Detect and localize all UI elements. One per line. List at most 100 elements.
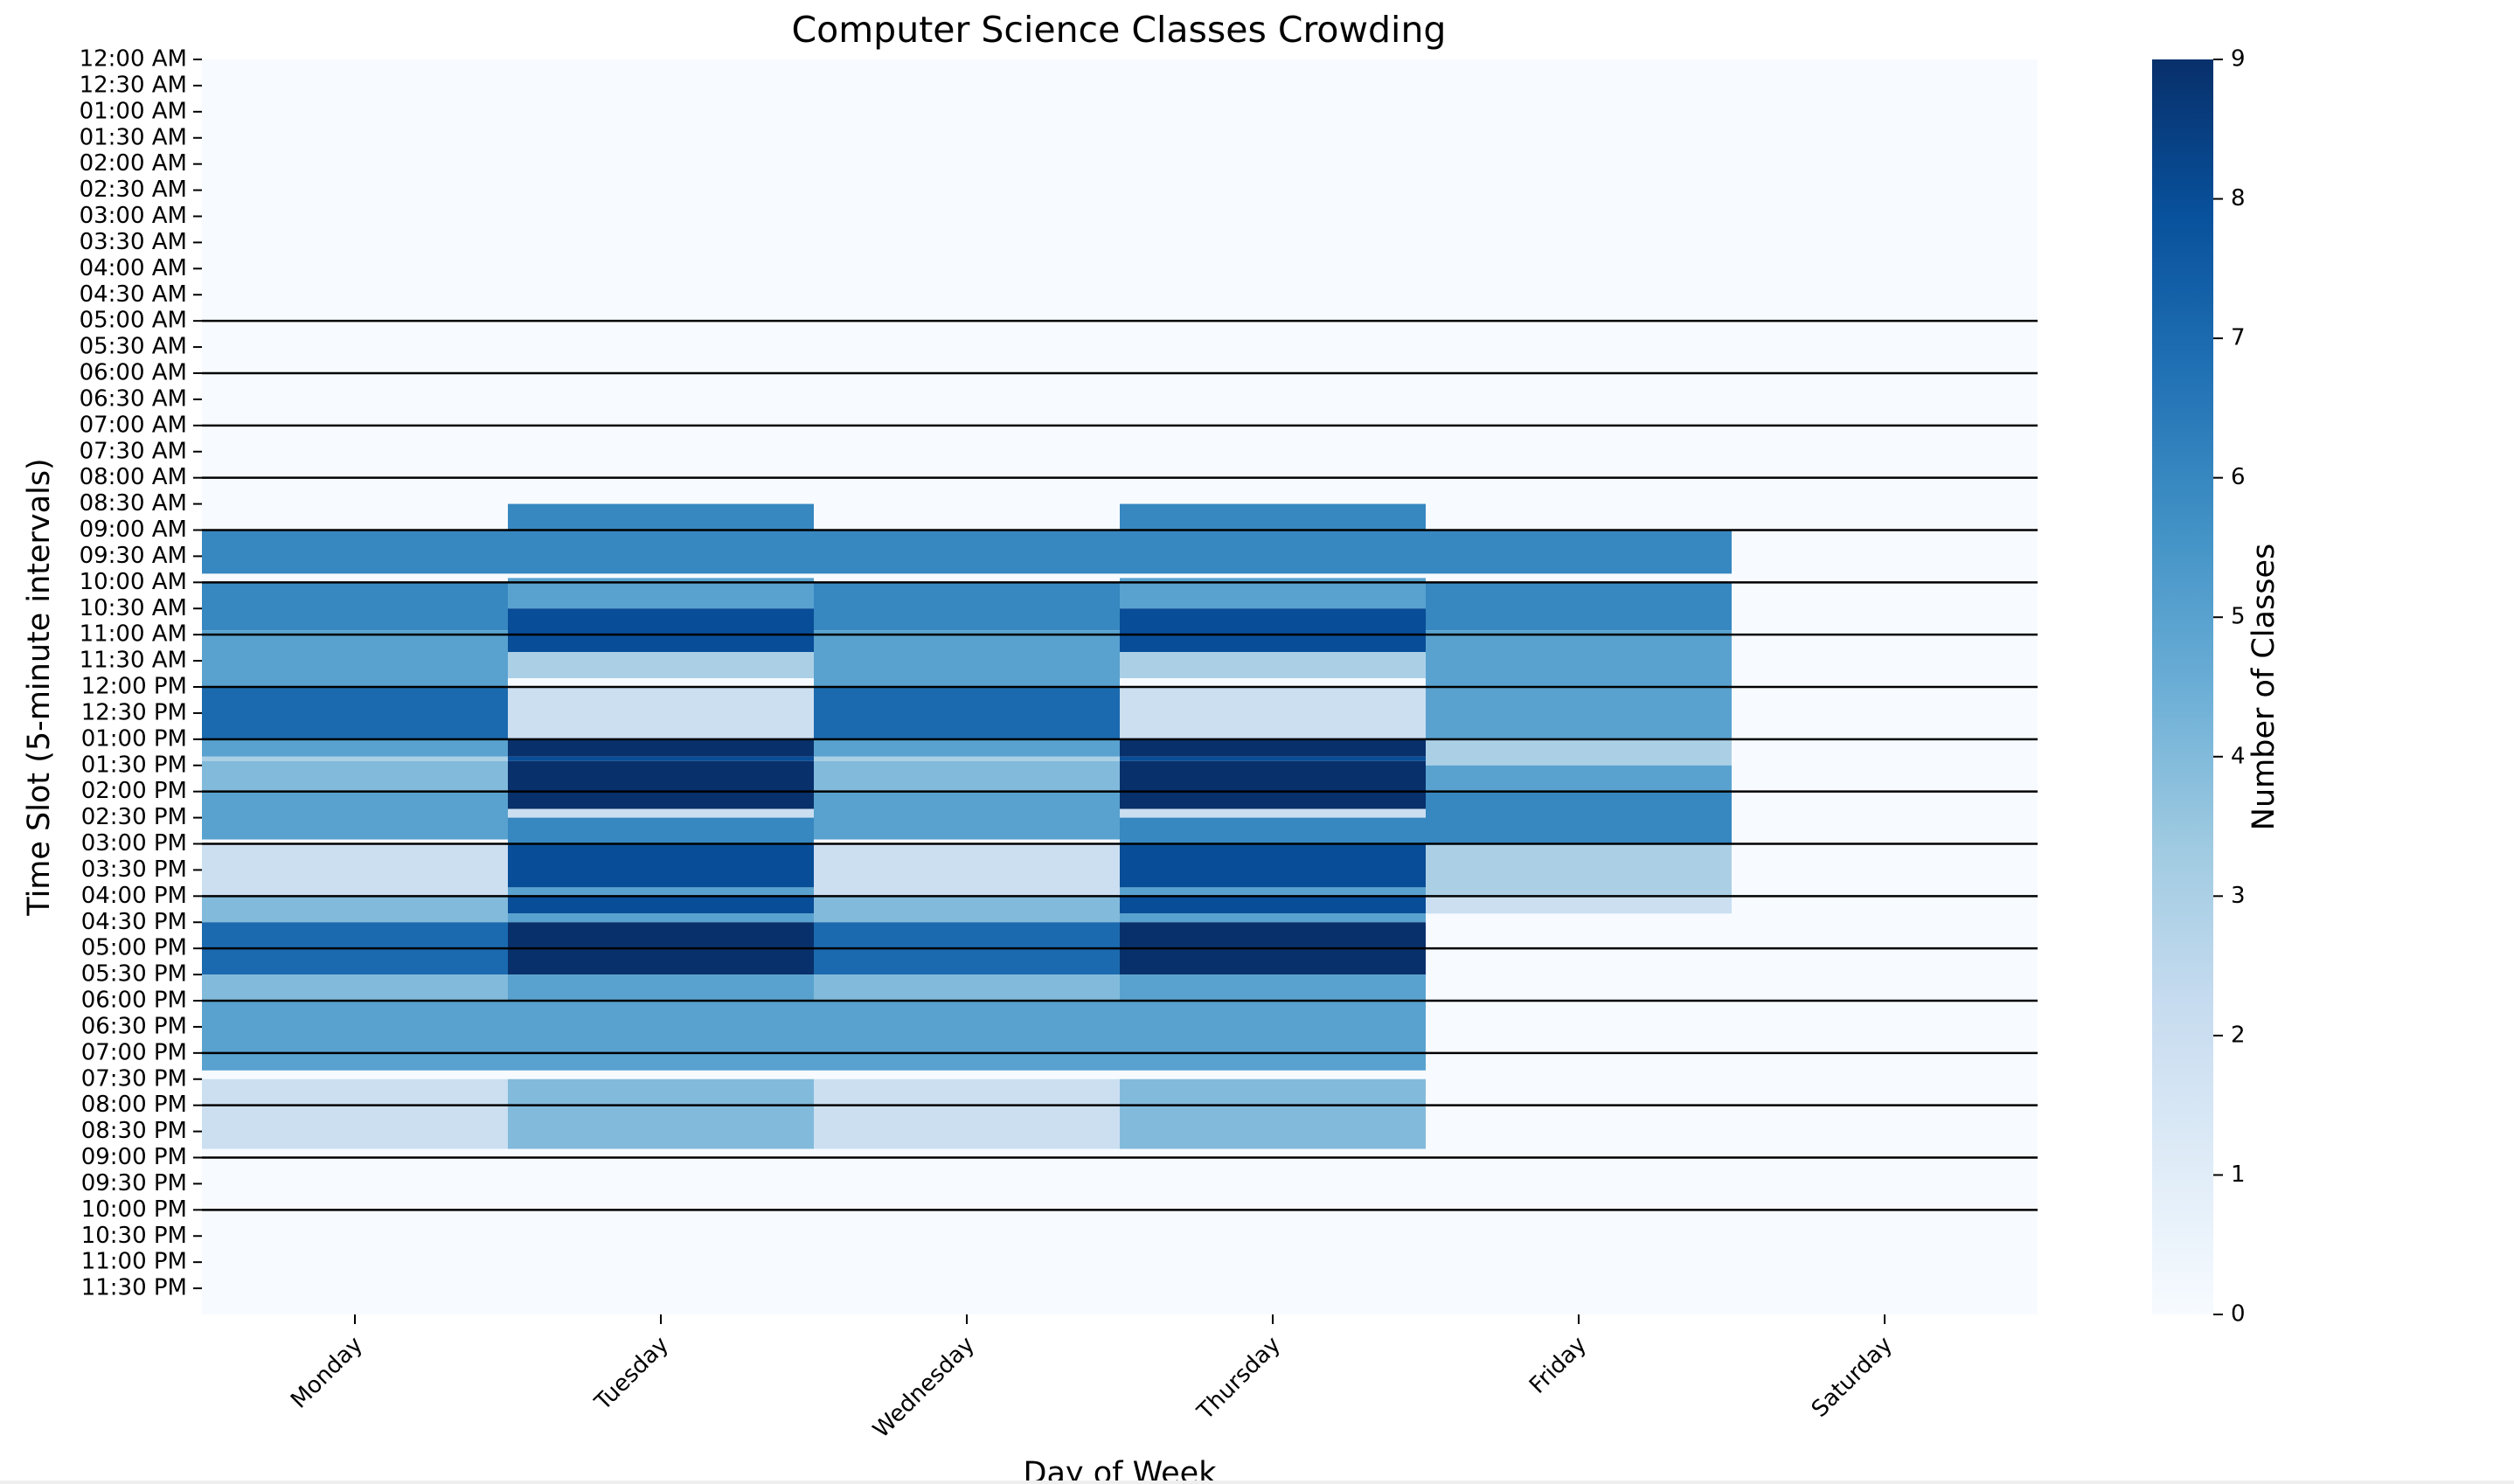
heatmap-cell xyxy=(1426,582,1732,631)
y-tick-label: 08:00 PM xyxy=(81,1092,187,1118)
y-tick-label: 05:30 AM xyxy=(80,334,187,360)
heatmap-cell xyxy=(202,630,508,687)
colorbar-tick-label: 8 xyxy=(2231,185,2246,212)
heatmap-cell xyxy=(1426,843,1732,897)
heatmap-cell xyxy=(1120,887,1426,897)
bottom-divider xyxy=(0,1481,2514,1484)
colorbar-tick-label: 1 xyxy=(2231,1162,2246,1188)
heatmap-cell xyxy=(1120,1078,1426,1149)
y-tick-label: 03:00 PM xyxy=(81,830,187,856)
colorbar-label: Number of Classes xyxy=(2247,544,2281,830)
y-tick-label: 12:00 AM xyxy=(80,46,187,73)
colorbar xyxy=(2152,59,2213,1314)
y-tick-label: 06:00 PM xyxy=(81,988,187,1014)
heatmap-cell xyxy=(202,1078,508,1149)
y-tick-label: 04:30 AM xyxy=(80,281,187,308)
heatmap-cell xyxy=(1120,843,1426,888)
heatmap-cell xyxy=(1426,765,1732,792)
colorbar-tick-label: 2 xyxy=(2231,1022,2246,1048)
heatmap-cell xyxy=(1426,739,1732,766)
heatmap-cell xyxy=(508,687,814,739)
y-tick-label: 04:00 PM xyxy=(81,883,187,909)
heatmap-cell xyxy=(814,1001,1120,1071)
y-tick-label: 10:30 AM xyxy=(80,595,187,621)
y-tick-label: 01:30 AM xyxy=(80,124,187,150)
heatmap-cell xyxy=(1120,760,1426,809)
y-tick-label: 08:00 AM xyxy=(80,464,187,490)
heatmap-cell xyxy=(1120,808,1426,818)
x-tick-label: Friday xyxy=(1524,1332,1592,1399)
heatmap-cell xyxy=(508,503,814,574)
hour-grid-lines xyxy=(202,319,2038,1211)
x-tick-label: Thursday xyxy=(1192,1332,1286,1425)
heatmap-cell xyxy=(1120,913,1426,923)
y-tick-label: 05:00 AM xyxy=(80,308,187,334)
y-tick-label: 01:00 AM xyxy=(80,98,187,124)
heatmap-cell xyxy=(814,687,1120,739)
heatmap-cell xyxy=(814,739,1120,757)
y-tick-label: 05:30 PM xyxy=(81,961,187,988)
heatmap-cell xyxy=(508,896,814,914)
y-tick-label: 08:30 AM xyxy=(80,490,187,517)
heatmap-cell xyxy=(508,843,814,888)
heatmap-cell xyxy=(202,739,508,757)
heatmap-cell xyxy=(1120,739,1426,757)
heatmap-cell xyxy=(508,652,814,679)
y-tick-label: 11:00 AM xyxy=(80,621,187,648)
heatmap-cell xyxy=(202,582,508,631)
heatmap-cell xyxy=(1120,608,1426,653)
colorbar-tick-label: 0 xyxy=(2231,1301,2246,1328)
y-tick-label: 04:30 PM xyxy=(81,909,187,935)
colorbar-tick-label: 7 xyxy=(2231,325,2246,351)
heatmap-cell xyxy=(1120,896,1426,914)
heatmap-cell xyxy=(508,756,814,761)
heatmap-cell xyxy=(1120,756,1426,761)
colorbar-tick-label: 4 xyxy=(2231,743,2246,769)
colorbar-tick-label: 3 xyxy=(2231,883,2246,909)
y-tick-label: 03:30 PM xyxy=(81,856,187,883)
y-tick-label: 10:00 PM xyxy=(81,1196,187,1223)
heatmap-cell xyxy=(1120,974,1426,1001)
heatmap-cell xyxy=(1120,503,1426,574)
y-tick-label: 01:30 PM xyxy=(81,752,187,778)
y-tick-label: 01:00 PM xyxy=(81,725,187,752)
colorbar-ticks: 0 1 2 3 4 5 6 7 8 9 xyxy=(2213,46,2246,1328)
x-axis-ticks: Monday Tuesday Wednesday Thursday Friday Satu… xyxy=(286,1314,1898,1443)
y-tick-label: 02:00 AM xyxy=(80,150,187,177)
heatmap-cell xyxy=(1426,791,1732,844)
y-tick-label: 11:30 PM xyxy=(81,1275,187,1301)
y-tick-label: 07:00 PM xyxy=(81,1039,187,1065)
heatmap-cell xyxy=(1120,817,1426,844)
colorbar-tick-label: 6 xyxy=(2231,464,2246,490)
chart-title: Computer Science Classes Crowding xyxy=(792,9,1447,51)
heatmap-cell xyxy=(508,974,814,1001)
heatmap-cell xyxy=(814,582,1120,631)
y-tick-label: 02:00 PM xyxy=(81,778,187,804)
x-tick-label: Tuesday xyxy=(589,1332,674,1417)
heatmap-cell xyxy=(202,974,508,1001)
y-tick-label: 09:00 AM xyxy=(80,517,187,543)
heatmap-cell xyxy=(202,843,508,897)
heatmap-cell xyxy=(814,530,1120,574)
heatmap-cell xyxy=(508,739,814,757)
y-tick-label: 05:00 PM xyxy=(81,935,187,961)
heatmap-cell xyxy=(202,687,508,739)
heatmap-cell xyxy=(508,760,814,809)
y-tick-label: 12:30 AM xyxy=(80,72,187,98)
heatmap-cell xyxy=(814,1078,1120,1149)
heatmap-cell xyxy=(814,896,1120,923)
heatmap-cell xyxy=(202,530,508,574)
heatmap-cell xyxy=(202,896,508,923)
y-tick-label: 07:30 AM xyxy=(80,438,187,464)
heatmap-cell xyxy=(508,913,814,923)
y-tick-label: 09:30 AM xyxy=(80,543,187,569)
heatmap-cell xyxy=(508,1001,814,1071)
x-tick-label: Wednesday xyxy=(868,1332,980,1444)
heatmap-cell xyxy=(814,791,1120,840)
heatmap-cell xyxy=(508,887,814,897)
y-tick-label: 03:30 AM xyxy=(80,229,187,255)
heatmap-cell xyxy=(1426,896,1732,914)
heatmap-cell xyxy=(814,630,1120,687)
